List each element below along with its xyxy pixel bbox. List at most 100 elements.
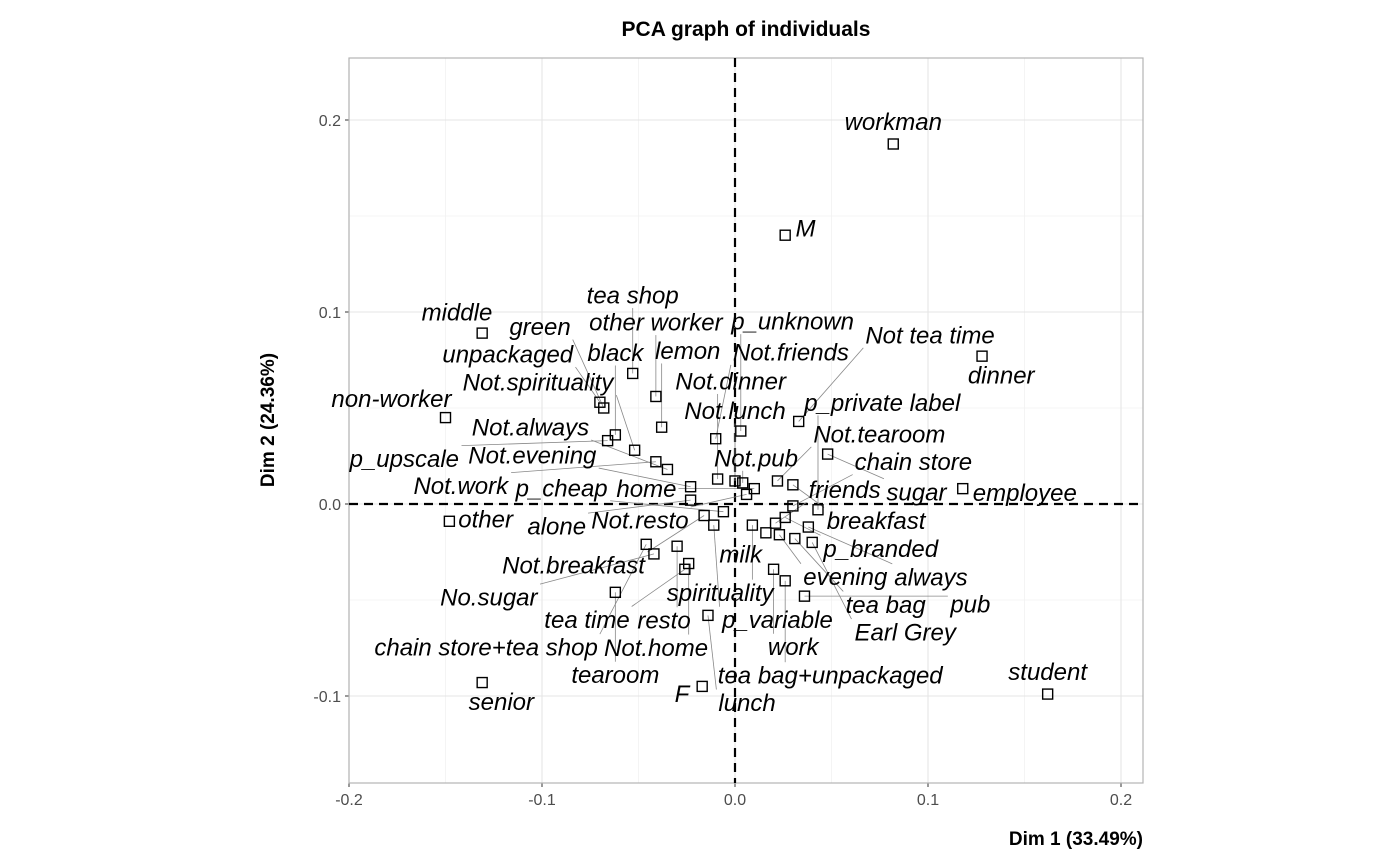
data-point: resto bbox=[637, 540, 691, 635]
data-point: Not.always bbox=[472, 414, 674, 476]
data-point: F bbox=[675, 680, 708, 708]
data-point: p_variable bbox=[708, 519, 833, 634]
point-label: always bbox=[894, 564, 967, 591]
point-label: green bbox=[509, 314, 570, 341]
point-marker bbox=[655, 421, 668, 433]
point-marker bbox=[806, 536, 818, 549]
data-point: chain store bbox=[787, 449, 972, 512]
point-label: Not.always bbox=[472, 414, 589, 441]
data-point: senior bbox=[469, 676, 535, 716]
point-label: friends bbox=[809, 477, 881, 504]
point-label: resto bbox=[637, 608, 690, 635]
point-marker bbox=[821, 448, 834, 460]
point-label: Not tea time bbox=[865, 322, 994, 349]
point-label: Not.pub bbox=[714, 445, 798, 472]
data-point: p_upscale bbox=[349, 434, 614, 473]
point-marker bbox=[773, 529, 786, 541]
data-point: middle bbox=[422, 299, 492, 339]
point-marker bbox=[771, 475, 784, 487]
point-marker bbox=[628, 444, 641, 456]
data-point: p_unknown bbox=[730, 309, 854, 437]
point-label: Not.friends bbox=[733, 339, 849, 366]
x-tick-label: 0.0 bbox=[724, 792, 746, 809]
label-leader-lines bbox=[461, 308, 948, 690]
point-marker bbox=[601, 434, 614, 447]
label-leader-line bbox=[575, 366, 601, 403]
data-point: Not.evening bbox=[468, 443, 697, 493]
data-point: non-worker bbox=[331, 386, 452, 424]
point-marker bbox=[650, 390, 662, 403]
label-leader-line bbox=[615, 395, 636, 451]
point-marker bbox=[684, 481, 697, 493]
data-point: always bbox=[802, 521, 968, 591]
data-point: Not.home bbox=[604, 557, 708, 662]
point-label: Not.resto bbox=[591, 507, 688, 534]
data-point: tearoom bbox=[571, 586, 659, 689]
point-label: p_branded bbox=[822, 536, 938, 563]
data-point: employee bbox=[957, 480, 1077, 507]
point-marker bbox=[708, 519, 720, 531]
point-label: Not.work bbox=[413, 473, 510, 500]
point-marker bbox=[698, 509, 710, 522]
point-label: unpackaged bbox=[442, 342, 573, 369]
data-point: M bbox=[779, 216, 815, 243]
data-point: Not.spirituality bbox=[463, 370, 641, 456]
point-marker bbox=[594, 396, 606, 408]
label-leader-line bbox=[808, 526, 893, 565]
point-marker bbox=[476, 327, 488, 339]
point-label: M bbox=[795, 216, 815, 243]
data-point: alone bbox=[527, 494, 697, 541]
label-leader-line bbox=[827, 453, 885, 480]
point-label: black bbox=[587, 340, 645, 367]
data-point: green bbox=[509, 314, 610, 414]
data-point: p_branded bbox=[779, 511, 939, 563]
label-leader-line bbox=[713, 525, 720, 607]
point-label: No.sugar bbox=[440, 585, 538, 612]
data-point: spirituality bbox=[667, 519, 776, 607]
point-marker bbox=[711, 473, 724, 485]
point-marker bbox=[746, 519, 759, 531]
x-axis-title: Dim 1 (33.49%) bbox=[1009, 829, 1143, 850]
data-point: sugar bbox=[821, 448, 947, 506]
point-label: workman bbox=[845, 109, 942, 136]
point-marker bbox=[737, 477, 749, 489]
point-label: pub bbox=[949, 592, 990, 619]
data-point: black bbox=[587, 340, 645, 441]
point-marker bbox=[648, 548, 660, 560]
point-marker bbox=[696, 680, 708, 693]
label-leader-line bbox=[539, 553, 655, 585]
point-marker bbox=[802, 521, 815, 533]
data-point: Not.work bbox=[413, 456, 662, 500]
data-point: p_private label bbox=[803, 390, 961, 516]
data-point: dinner bbox=[968, 350, 1036, 390]
point-label: tea bag+unpackaged bbox=[718, 663, 944, 690]
x-tick-label: 0.2 bbox=[1110, 792, 1132, 809]
plot-border bbox=[348, 57, 1144, 784]
label-leader-line bbox=[690, 494, 747, 508]
label-leader-line bbox=[511, 461, 656, 474]
data-point: Earl Grey bbox=[806, 536, 958, 647]
data-point: breakfast bbox=[787, 479, 927, 535]
chart-title: PCA graph of individuals bbox=[622, 18, 871, 41]
point-label: Not.lunch bbox=[684, 398, 785, 425]
y-axis-title: Dim 2 (24.36%) bbox=[258, 353, 279, 487]
data-point: Not tea time bbox=[792, 322, 995, 428]
point-label: milk bbox=[719, 542, 764, 569]
x-tick-label: -0.1 bbox=[528, 792, 556, 809]
data-point: Not.dinner bbox=[675, 368, 787, 485]
x-tick-label: -0.2 bbox=[335, 792, 363, 809]
data-point: Not.pub bbox=[714, 445, 798, 489]
point-marker bbox=[735, 425, 747, 437]
point-marker bbox=[609, 429, 622, 441]
point-marker bbox=[787, 500, 799, 512]
x-tick-label: 0.1 bbox=[917, 792, 939, 809]
point-marker bbox=[439, 411, 452, 424]
point-marker bbox=[679, 563, 691, 575]
data-point: tea bag+unpackaged bbox=[718, 575, 944, 690]
data-point: work bbox=[768, 563, 821, 661]
data-point: tea shop bbox=[587, 283, 679, 380]
point-label: spirituality bbox=[667, 580, 776, 607]
point-label: tea bag bbox=[846, 592, 927, 619]
data-point: milk bbox=[719, 527, 772, 569]
